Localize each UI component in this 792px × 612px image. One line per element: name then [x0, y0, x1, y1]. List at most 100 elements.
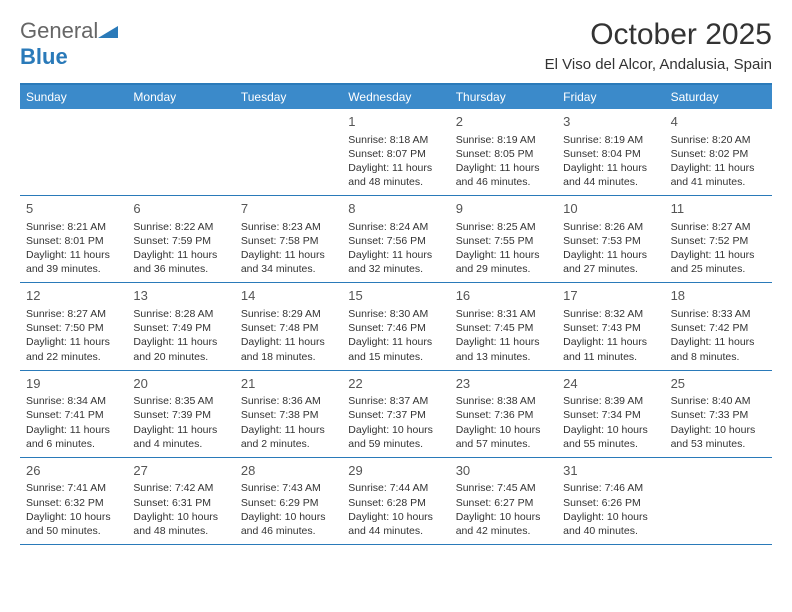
weekday-header-row: Sunday Monday Tuesday Wednesday Thursday…: [20, 85, 772, 109]
day-sunrise: Sunrise: 8:26 AM: [563, 220, 658, 234]
day-sunset: Sunset: 6:32 PM: [26, 496, 121, 510]
day-number: 3: [563, 113, 658, 131]
day-sunset: Sunset: 6:28 PM: [348, 496, 443, 510]
day-sunrise: Sunrise: 7:44 AM: [348, 481, 443, 495]
day-sunrise: Sunrise: 8:23 AM: [241, 220, 336, 234]
day-cell: 5Sunrise: 8:21 AMSunset: 8:01 PMDaylight…: [20, 196, 127, 282]
day-sunset: Sunset: 8:01 PM: [26, 234, 121, 248]
day-sunset: Sunset: 7:36 PM: [456, 408, 551, 422]
day-daylight: Daylight: 10 hours and 50 minutes.: [26, 510, 121, 538]
day-cell: 8Sunrise: 8:24 AMSunset: 7:56 PMDaylight…: [342, 196, 449, 282]
day-cell: 20Sunrise: 8:35 AMSunset: 7:39 PMDayligh…: [127, 371, 234, 457]
day-cell: 29Sunrise: 7:44 AMSunset: 6:28 PMDayligh…: [342, 458, 449, 544]
day-sunset: Sunset: 7:34 PM: [563, 408, 658, 422]
logo-text: General Blue: [20, 18, 118, 70]
day-sunrise: Sunrise: 8:34 AM: [26, 394, 121, 408]
day-sunrise: Sunrise: 7:42 AM: [133, 481, 228, 495]
day-cell: 22Sunrise: 8:37 AMSunset: 7:37 PMDayligh…: [342, 371, 449, 457]
day-number: 20: [133, 375, 228, 393]
day-sunrise: Sunrise: 8:35 AM: [133, 394, 228, 408]
day-sunset: Sunset: 7:39 PM: [133, 408, 228, 422]
day-sunset: Sunset: 7:53 PM: [563, 234, 658, 248]
day-daylight: Daylight: 11 hours and 46 minutes.: [456, 161, 551, 189]
day-sunrise: Sunrise: 8:18 AM: [348, 133, 443, 147]
day-number: 30: [456, 462, 551, 480]
day-number: 22: [348, 375, 443, 393]
day-sunset: Sunset: 7:43 PM: [563, 321, 658, 335]
day-daylight: Daylight: 11 hours and 4 minutes.: [133, 423, 228, 451]
week-row: 26Sunrise: 7:41 AMSunset: 6:32 PMDayligh…: [20, 458, 772, 545]
day-sunset: Sunset: 8:02 PM: [671, 147, 766, 161]
week-row: 19Sunrise: 8:34 AMSunset: 7:41 PMDayligh…: [20, 371, 772, 458]
weekday-header: Tuesday: [235, 85, 342, 109]
day-number: 7: [241, 200, 336, 218]
day-sunset: Sunset: 8:04 PM: [563, 147, 658, 161]
day-number: 10: [563, 200, 658, 218]
day-sunrise: Sunrise: 8:32 AM: [563, 307, 658, 321]
day-daylight: Daylight: 10 hours and 48 minutes.: [133, 510, 228, 538]
day-sunrise: Sunrise: 8:25 AM: [456, 220, 551, 234]
day-sunset: Sunset: 8:05 PM: [456, 147, 551, 161]
day-daylight: Daylight: 10 hours and 55 minutes.: [563, 423, 658, 451]
day-cell: 30Sunrise: 7:45 AMSunset: 6:27 PMDayligh…: [450, 458, 557, 544]
day-cell: 23Sunrise: 8:38 AMSunset: 7:36 PMDayligh…: [450, 371, 557, 457]
day-sunset: Sunset: 6:27 PM: [456, 496, 551, 510]
day-sunset: Sunset: 7:56 PM: [348, 234, 443, 248]
day-number: 29: [348, 462, 443, 480]
day-number: 24: [563, 375, 658, 393]
day-cell: 26Sunrise: 7:41 AMSunset: 6:32 PMDayligh…: [20, 458, 127, 544]
day-daylight: Daylight: 10 hours and 42 minutes.: [456, 510, 551, 538]
day-sunset: Sunset: 7:50 PM: [26, 321, 121, 335]
day-sunset: Sunset: 7:41 PM: [26, 408, 121, 422]
day-number: 1: [348, 113, 443, 131]
day-cell: 21Sunrise: 8:36 AMSunset: 7:38 PMDayligh…: [235, 371, 342, 457]
day-sunset: Sunset: 7:52 PM: [671, 234, 766, 248]
day-daylight: Daylight: 10 hours and 57 minutes.: [456, 423, 551, 451]
day-cell: 9Sunrise: 8:25 AMSunset: 7:55 PMDaylight…: [450, 196, 557, 282]
day-sunset: Sunset: 7:37 PM: [348, 408, 443, 422]
day-daylight: Daylight: 11 hours and 48 minutes.: [348, 161, 443, 189]
day-sunset: Sunset: 7:33 PM: [671, 408, 766, 422]
week-row: 12Sunrise: 8:27 AMSunset: 7:50 PMDayligh…: [20, 283, 772, 370]
day-daylight: Daylight: 11 hours and 22 minutes.: [26, 335, 121, 363]
day-cell: 1Sunrise: 8:18 AMSunset: 8:07 PMDaylight…: [342, 109, 449, 195]
day-daylight: Daylight: 10 hours and 53 minutes.: [671, 423, 766, 451]
day-cell: 6Sunrise: 8:22 AMSunset: 7:59 PMDaylight…: [127, 196, 234, 282]
day-cell: 18Sunrise: 8:33 AMSunset: 7:42 PMDayligh…: [665, 283, 772, 369]
day-daylight: Daylight: 11 hours and 41 minutes.: [671, 161, 766, 189]
day-sunrise: Sunrise: 8:19 AM: [563, 133, 658, 147]
day-cell: 28Sunrise: 7:43 AMSunset: 6:29 PMDayligh…: [235, 458, 342, 544]
day-sunset: Sunset: 7:45 PM: [456, 321, 551, 335]
day-sunrise: Sunrise: 7:45 AM: [456, 481, 551, 495]
day-sunset: Sunset: 6:26 PM: [563, 496, 658, 510]
weekday-header: Sunday: [20, 85, 127, 109]
day-daylight: Daylight: 11 hours and 6 minutes.: [26, 423, 121, 451]
day-sunset: Sunset: 6:29 PM: [241, 496, 336, 510]
day-daylight: Daylight: 11 hours and 39 minutes.: [26, 248, 121, 276]
day-number: 2: [456, 113, 551, 131]
day-cell: 31Sunrise: 7:46 AMSunset: 6:26 PMDayligh…: [557, 458, 664, 544]
week-row: 5Sunrise: 8:21 AMSunset: 8:01 PMDaylight…: [20, 196, 772, 283]
weekday-header: Friday: [557, 85, 664, 109]
logo-text-gray: General: [20, 18, 98, 43]
day-sunrise: Sunrise: 8:20 AM: [671, 133, 766, 147]
day-daylight: Daylight: 11 hours and 36 minutes.: [133, 248, 228, 276]
day-sunset: Sunset: 7:49 PM: [133, 321, 228, 335]
day-cell: 25Sunrise: 8:40 AMSunset: 7:33 PMDayligh…: [665, 371, 772, 457]
day-daylight: Daylight: 11 hours and 32 minutes.: [348, 248, 443, 276]
day-daylight: Daylight: 11 hours and 20 minutes.: [133, 335, 228, 363]
day-number: 28: [241, 462, 336, 480]
day-daylight: Daylight: 11 hours and 44 minutes.: [563, 161, 658, 189]
day-number: 19: [26, 375, 121, 393]
header: General Blue October 2025 El Viso del Al…: [20, 18, 772, 73]
calendar: Sunday Monday Tuesday Wednesday Thursday…: [20, 83, 772, 545]
day-sunset: Sunset: 7:55 PM: [456, 234, 551, 248]
day-daylight: Daylight: 10 hours and 46 minutes.: [241, 510, 336, 538]
weeks-container: 1Sunrise: 8:18 AMSunset: 8:07 PMDaylight…: [20, 109, 772, 545]
day-cell: [127, 109, 234, 195]
day-number: 25: [671, 375, 766, 393]
month-title: October 2025: [545, 18, 772, 52]
day-sunset: Sunset: 7:58 PM: [241, 234, 336, 248]
logo-text-blue: Blue: [20, 44, 68, 69]
week-row: 1Sunrise: 8:18 AMSunset: 8:07 PMDaylight…: [20, 109, 772, 196]
